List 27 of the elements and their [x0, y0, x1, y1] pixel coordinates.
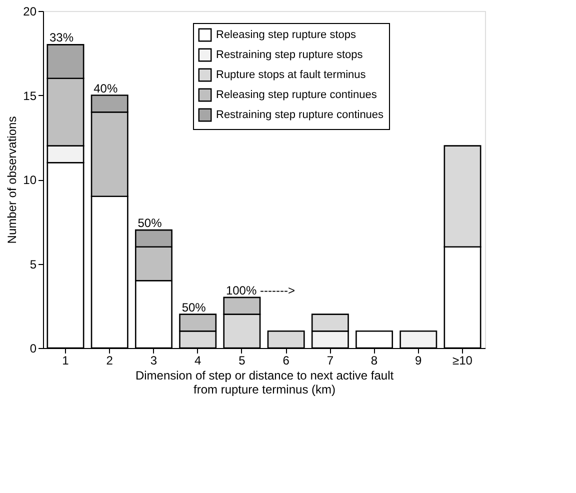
- x-tick-label: ≥10: [452, 354, 473, 368]
- y-tick-label: 15: [23, 88, 37, 103]
- x-tick-label: 8: [370, 354, 378, 368]
- legend-label: Rupture stops at fault terminus: [216, 69, 366, 81]
- y-tick-label: 0: [30, 342, 37, 356]
- x-tick-label: 1: [62, 354, 70, 368]
- x-tick-label: 2: [106, 354, 114, 368]
- annotation: 33%: [49, 30, 74, 45]
- x-tick-label: 7: [326, 354, 334, 368]
- legend-label: Releasing step rupture stops: [216, 29, 357, 41]
- y-axis-title: Number of observations: [5, 116, 20, 244]
- x-tick-label: 3: [150, 354, 158, 368]
- y-tick-label: 10: [23, 173, 37, 187]
- annotation: 100% ------->: [226, 283, 295, 298]
- annotation: 40%: [94, 81, 118, 96]
- x-axis-title: Dimension of step or distance to next active fault from rupture terminus (km): [135, 368, 394, 396]
- x-tick-label: 5: [238, 354, 246, 368]
- y-tick-label: 5: [30, 257, 37, 272]
- y-tick-label: 20: [23, 4, 37, 18]
- legend-label: Releasing step rupture continues: [216, 89, 378, 101]
- x-tick-label: 4: [194, 354, 202, 368]
- x-tick-label: 9: [415, 354, 422, 368]
- legend-label: Restraining step rupture continues: [216, 109, 384, 121]
- annotation: 50%: [182, 300, 206, 314]
- annotation: 50%: [138, 216, 162, 230]
- x-tick-label: 6: [282, 354, 290, 368]
- legend-label: Restraining step rupture stops: [216, 49, 364, 61]
